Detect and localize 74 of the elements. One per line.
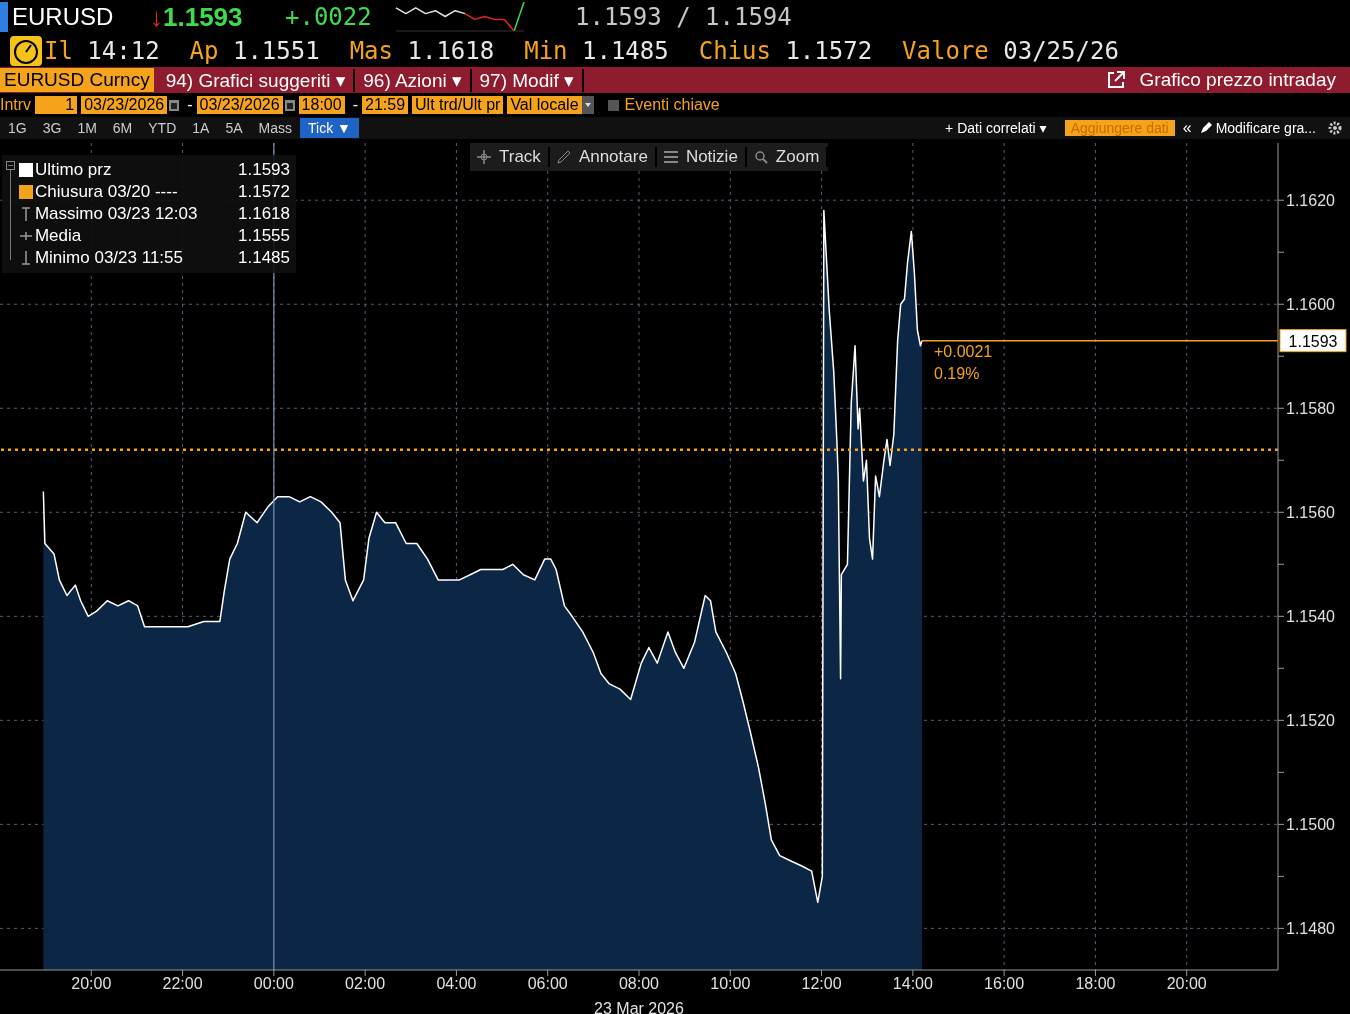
text: Mas 1.1618 [349, 36, 495, 65]
text: 03/23/2026 [81, 96, 168, 114]
text: 5A [224, 119, 244, 138]
chart-title: EURUSD [12, 3, 115, 31]
text: Minimo 03/23 11:55 1.1485 [34, 248, 290, 267]
text: Val locale [507, 96, 582, 114]
text: 1 [35, 96, 78, 114]
annotation: 0.19% [933, 364, 980, 383]
x-tick-label: 06:00 [527, 975, 568, 993]
text: ↓1.1593 [150, 1, 244, 33]
text: 1A [191, 119, 211, 138]
text: Media 1.1555 [34, 226, 290, 245]
x-tick-label: 04:00 [436, 975, 477, 993]
text: Modificare gra... [1215, 120, 1316, 136]
text: +.0022 [285, 3, 373, 31]
text: Ult trd/Ult pr [412, 96, 504, 114]
text: 1M [76, 119, 98, 138]
text: Intrv [0, 96, 32, 114]
annotation: Zoom [746, 147, 829, 167]
y-tick-label: 1.1520 [1286, 712, 1336, 730]
text: Il 14:12 [44, 36, 160, 65]
x-tick-label: 16:00 [984, 975, 1025, 993]
y-tick-label: 1.1480 [1286, 920, 1336, 938]
x-tick-label: 02:00 [345, 975, 386, 993]
y-tick-label: 1.1600 [1286, 295, 1336, 313]
ref-line-label: 1.1593 [1288, 332, 1338, 350]
y-tick-label: 1.1560 [1286, 503, 1336, 521]
text: Valore 03/25/26 [902, 36, 1119, 65]
text: Min 1.1485 [524, 36, 669, 65]
text: YTD [147, 119, 178, 138]
text: EURUSD Curncy [0, 68, 154, 92]
text: 6M [111, 119, 134, 138]
text: 1G [7, 119, 28, 138]
x-axis-title: 23 Mar 2026 [594, 1000, 685, 1014]
legend-label: Chiusura 03/20 ---- [34, 182, 179, 202]
chart-subtitle: Grafico prezzo intraday [1139, 69, 1336, 91]
x-tick-label: 18:00 [1075, 975, 1116, 993]
x-tick-label: 10:00 [710, 975, 751, 993]
text: 21:59 [361, 96, 409, 114]
text: 18:00 [298, 96, 345, 114]
text: « [1182, 119, 1192, 137]
text: 96) Azioni ▾ [355, 68, 472, 92]
text: Massimo 03/23 12:03 1.1618 [34, 204, 290, 223]
text: 97) Modif ▾ [471, 68, 584, 92]
text: 1.1593 / 1.1594 [575, 3, 792, 31]
x-tick-label: 20:00 [71, 975, 112, 993]
y-tick-label: 1.1500 [1286, 816, 1336, 834]
annotation: Track [470, 147, 550, 167]
annotation: 1.1593 [238, 160, 290, 180]
y-tick-label: 1.1540 [1286, 607, 1336, 625]
text: Mass [257, 119, 293, 138]
text: 3G [41, 119, 63, 138]
text: - [187, 96, 193, 114]
x-tick-label: 14:00 [892, 975, 933, 993]
text: - [352, 96, 358, 114]
x-tick-label: 22:00 [162, 975, 203, 993]
annotation: 1.1572 [238, 182, 290, 202]
legend-label: Ultimo prz [34, 160, 113, 180]
text: Chius 1.1572 [698, 36, 873, 65]
text: 94) Grafici suggeriti ▾ [157, 68, 356, 92]
annotation: Annotare [549, 147, 657, 167]
text: Tick ▼ [299, 118, 359, 138]
annotation: +0.0021 [933, 342, 993, 361]
x-tick-label: 00:00 [253, 975, 294, 993]
x-tick-label: 20:00 [1166, 975, 1207, 993]
x-tick-label: 12:00 [801, 975, 842, 993]
text: + Dati correlati ▾ [945, 120, 1047, 136]
text: Eventi chiave [623, 96, 720, 114]
y-tick-label: 1.1580 [1286, 399, 1336, 417]
x-tick-label: 08:00 [618, 975, 660, 993]
y-tick-label: 1.1620 [1286, 191, 1336, 209]
annotation: Notizie [656, 147, 747, 167]
text: 03/23/2026 [196, 96, 283, 114]
text: Ap 1.1551 [189, 36, 320, 65]
